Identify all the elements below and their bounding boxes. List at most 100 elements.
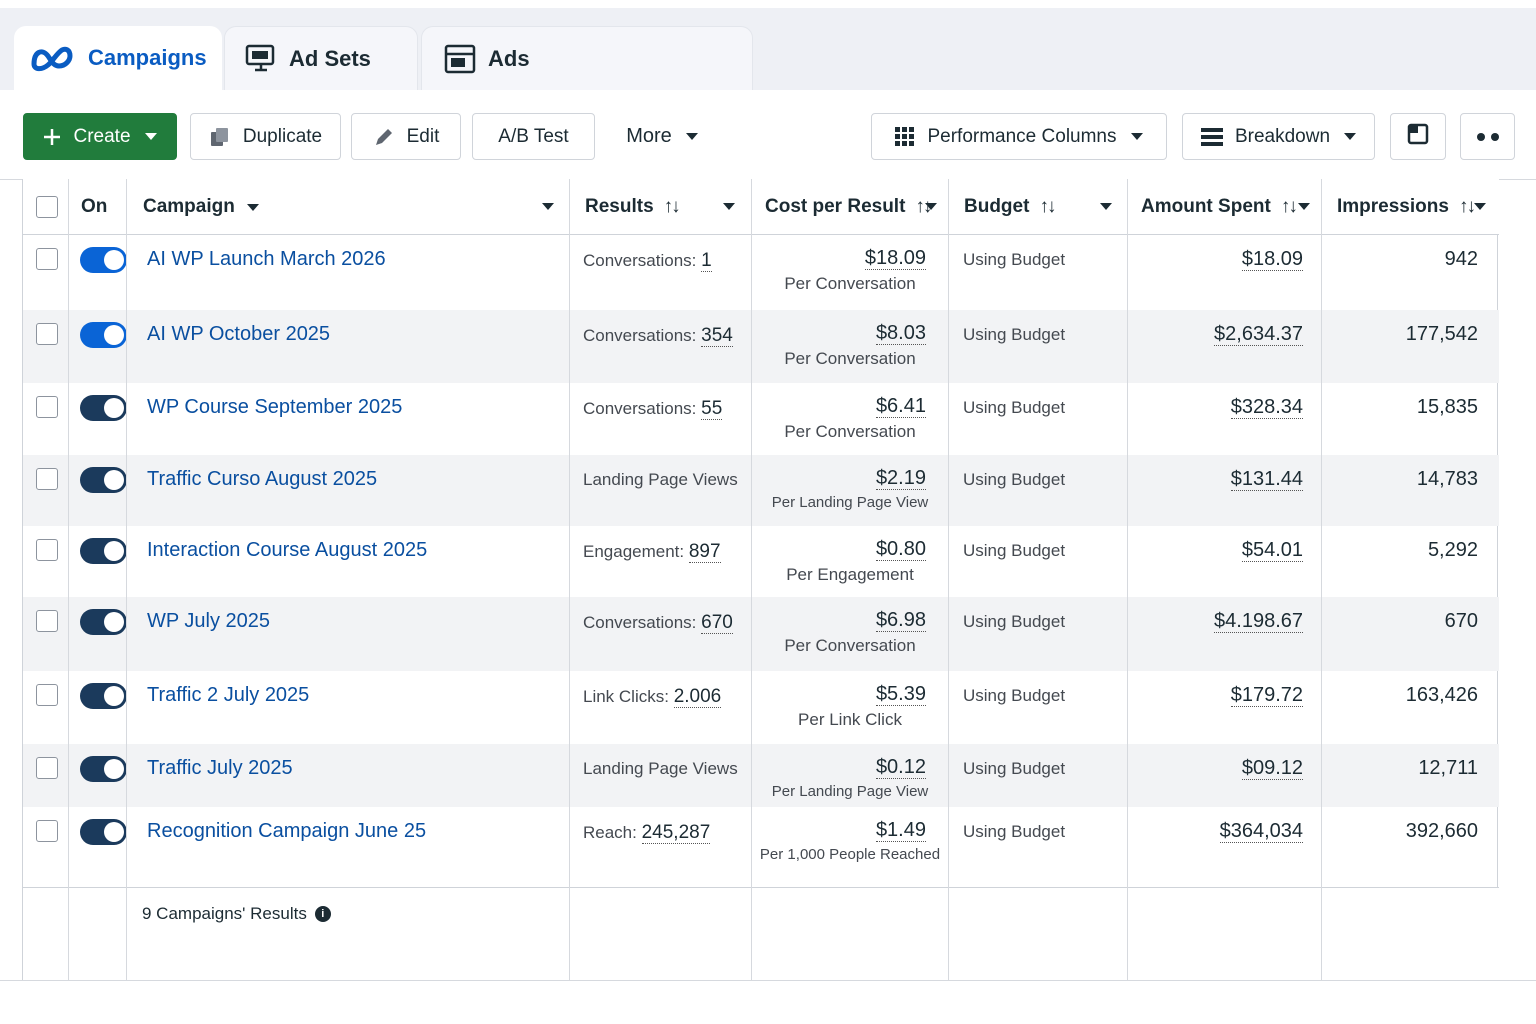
- results-value[interactable]: 354: [701, 325, 733, 347]
- campaign-name-link[interactable]: WP Course September 2025: [147, 396, 403, 418]
- campaign-toggle[interactable]: [80, 683, 127, 709]
- more-options-button[interactable]: [1460, 113, 1515, 160]
- impressions-value: 163,426: [1405, 684, 1478, 706]
- results-value[interactable]: 245,287: [641, 822, 711, 844]
- campaign-toggle[interactable]: [80, 395, 127, 421]
- header-impressions[interactable]: Impressions ↑↓: [1337, 196, 1476, 217]
- amount-spent-value[interactable]: $364,034: [1219, 820, 1303, 843]
- budget-cell: Using Budget: [963, 686, 1066, 705]
- results-value[interactable]: 55: [701, 398, 723, 420]
- table-row[interactable]: WP Course September 2025 Conversations: 5…: [23, 383, 1499, 455]
- table-row[interactable]: Traffic 2 July 2025 Link Clicks: 2.006 $5.…: [23, 671, 1499, 744]
- column-menu-icon[interactable]: [723, 203, 735, 210]
- cost-value[interactable]: $0.12: [875, 756, 926, 779]
- cost-value[interactable]: $6.41: [875, 395, 926, 418]
- ab-test-button[interactable]: A/B Test: [472, 113, 595, 160]
- more-button[interactable]: More: [612, 113, 712, 160]
- campaign-name-link[interactable]: Recognition Campaign June 25: [147, 820, 427, 842]
- tab-ad-sets[interactable]: Ad Sets: [224, 26, 418, 90]
- campaign-name-link[interactable]: Traffic 2 July 2025: [147, 684, 310, 706]
- campaign-name-link[interactable]: AI WP October 2025: [147, 323, 331, 345]
- row-checkbox[interactable]: [36, 610, 58, 632]
- row-checkbox[interactable]: [36, 396, 58, 418]
- campaign-toggle[interactable]: [80, 756, 127, 782]
- campaign-toggle[interactable]: [80, 247, 127, 273]
- results-value[interactable]: 2.006: [673, 686, 722, 708]
- cost-per-result-cell: $0.12 Per Landing Page View: [752, 756, 948, 800]
- table-row[interactable]: Traffic July 2025 Landing Page Views $0.12…: [23, 744, 1499, 807]
- budget-cell: Using Budget: [963, 541, 1066, 560]
- campaign-toggle[interactable]: [80, 609, 127, 635]
- results-value[interactable]: 897: [688, 541, 721, 563]
- column-menu-icon[interactable]: [925, 203, 937, 210]
- tab-campaigns[interactable]: Campaigns: [14, 26, 222, 90]
- header-cost-per-result[interactable]: Cost per Result ↑↓: [765, 196, 932, 217]
- edit-button[interactable]: Edit: [351, 113, 461, 160]
- header-budget[interactable]: Budget ↑↓: [964, 196, 1056, 217]
- campaign-name-link[interactable]: Traffic Curso August 2025: [147, 468, 378, 490]
- chevron-down-icon: [685, 133, 698, 140]
- amount-spent-value[interactable]: $2,634.37: [1214, 323, 1303, 346]
- campaign-name-link[interactable]: Interaction Course August 2025: [147, 539, 428, 561]
- table-row[interactable]: AI WP October 2025 Conversations: 354 $8.0…: [23, 310, 1499, 383]
- campaign-toggle[interactable]: [80, 819, 127, 845]
- impressions-value: 942: [1444, 248, 1478, 270]
- cost-value[interactable]: $8.03: [875, 322, 926, 345]
- column-menu-icon[interactable]: [1474, 203, 1486, 210]
- info-icon[interactable]: i: [314, 906, 331, 922]
- amount-spent-value[interactable]: $131.44: [1230, 468, 1303, 491]
- campaign-toggle[interactable]: [80, 322, 127, 348]
- row-checkbox[interactable]: [36, 820, 58, 842]
- header-results[interactable]: Results ↑↓: [585, 196, 681, 217]
- row-checkbox[interactable]: [36, 248, 58, 270]
- campaign-toggle[interactable]: [80, 467, 127, 493]
- amount-spent-value[interactable]: $4.198.67: [1214, 610, 1303, 633]
- campaign-toggle[interactable]: [80, 538, 127, 564]
- column-divider: [126, 179, 127, 981]
- amount-spent-value[interactable]: $18.09: [1241, 248, 1303, 271]
- row-checkbox[interactable]: [36, 684, 58, 706]
- amount-spent-value[interactable]: $179.72: [1230, 684, 1303, 707]
- table-row[interactable]: AI WP Launch March 2026 Conversations: 1 $…: [23, 235, 1499, 310]
- column-menu-icon[interactable]: [1298, 203, 1310, 210]
- row-checkbox[interactable]: [36, 468, 58, 490]
- column-menu-icon[interactable]: [1100, 203, 1112, 210]
- cost-value[interactable]: $2.19: [875, 467, 926, 490]
- table-row[interactable]: Recognition Campaign June 25 Reach: 245,2…: [23, 807, 1499, 887]
- amount-spent-value[interactable]: $09.12: [1241, 757, 1303, 780]
- results-value[interactable]: 1: [701, 250, 712, 272]
- amount-spent-value[interactable]: $54.01: [1241, 539, 1303, 562]
- cost-value[interactable]: $0.80: [875, 538, 926, 561]
- header-amount-spent[interactable]: Amount Spent ↑↓: [1141, 196, 1298, 217]
- results-value[interactable]: 670: [701, 612, 733, 634]
- column-menu-icon[interactable]: [542, 203, 554, 210]
- row-checkbox[interactable]: [36, 539, 58, 561]
- row-checkbox[interactable]: [36, 323, 58, 345]
- summary-label: 9 Campaigns' Results: [142, 904, 307, 923]
- table-row[interactable]: Traffic Curso August 2025 Landing Page Vi…: [23, 455, 1499, 526]
- breakdown-dropdown[interactable]: Breakdown: [1182, 113, 1375, 160]
- cost-value[interactable]: $6.98: [875, 609, 926, 632]
- table-row[interactable]: Interaction Course August 2025 Engagement…: [23, 526, 1499, 597]
- row-checkbox[interactable]: [36, 757, 58, 779]
- campaign-name-link[interactable]: AI WP Launch March 2026: [147, 248, 386, 270]
- cost-value[interactable]: $18.09: [864, 247, 926, 270]
- campaign-name-link[interactable]: WP July 2025: [147, 610, 271, 632]
- impressions-value: 177,542: [1405, 323, 1478, 345]
- cost-per-result-cell: $2.19 Per Landing Page View: [752, 467, 948, 511]
- performance-columns-dropdown[interactable]: Performance Columns: [871, 113, 1167, 160]
- amount-spent-value[interactable]: $328.34: [1230, 396, 1303, 419]
- campaign-name-link[interactable]: Traffic July 2025: [147, 757, 293, 779]
- duplicate-button[interactable]: Duplicate: [190, 113, 341, 160]
- cost-value[interactable]: $1.49: [875, 819, 926, 842]
- campaigns-table: On Campaign Results ↑↓ Cost per Result ↑…: [22, 179, 1499, 981]
- chevron-down-icon: [1344, 133, 1357, 140]
- table-row[interactable]: WP July 2025 Conversations: 670 $6.98 Per C…: [23, 597, 1499, 671]
- select-all-checkbox[interactable]: [36, 196, 58, 218]
- view-toggle-button[interactable]: [1390, 113, 1446, 160]
- results-label: Conversations:: [583, 326, 702, 345]
- tab-ads[interactable]: Ads: [421, 26, 753, 90]
- header-campaign[interactable]: Campaign: [143, 179, 259, 235]
- create-button[interactable]: Create: [23, 113, 177, 160]
- cost-value[interactable]: $5.39: [875, 683, 926, 706]
